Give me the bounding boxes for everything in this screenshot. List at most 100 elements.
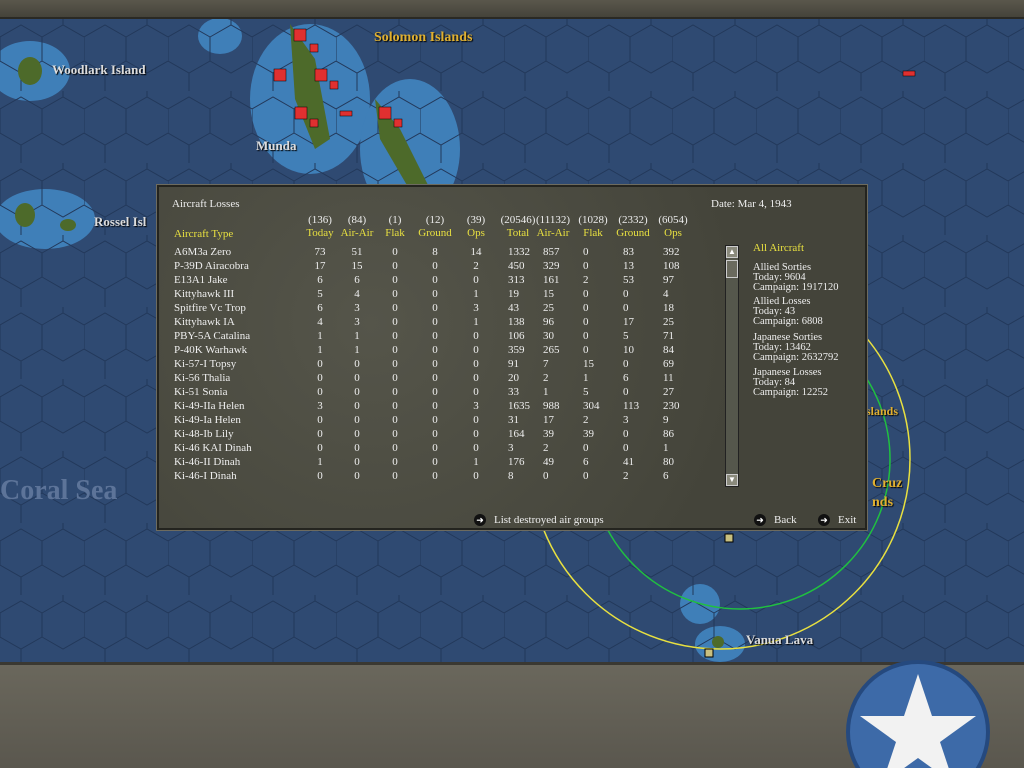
column-header[interactable]: Flak: [583, 227, 603, 239]
value-cell: 0: [354, 400, 360, 412]
list-destroyed-air-groups-button[interactable]: ➜ List destroyed air groups: [474, 514, 604, 526]
table-row[interactable]: Ki-48-Ib Lily 0 0 0 0 0 164 39 39 0 86: [159, 428, 719, 442]
value-cell: 8: [508, 470, 514, 482]
aircraft-losses-dialog: Aircraft Losses Date: Mar 4, 1943 Aircra…: [157, 185, 867, 530]
dialog-title: Aircraft Losses: [172, 198, 240, 210]
value-cell: 0: [392, 302, 398, 314]
value-cell: 0: [392, 274, 398, 286]
value-cell: 0: [392, 358, 398, 370]
value-cell: 0: [432, 470, 438, 482]
scroll-down-button[interactable]: ▼: [726, 474, 738, 486]
value-cell: 5: [623, 330, 629, 342]
table-row[interactable]: Kittyhawk IA 4 3 0 0 1 138 96 0 17 25: [159, 316, 719, 330]
value-cell: 0: [392, 456, 398, 468]
value-cell: 27: [663, 386, 674, 398]
value-cell: 1: [543, 386, 549, 398]
scrollbar[interactable]: ▲ ▼: [725, 245, 739, 487]
column-total: (39): [466, 214, 486, 226]
value-cell: 96: [543, 316, 554, 328]
scroll-up-button[interactable]: ▲: [726, 246, 738, 258]
value-cell: 0: [623, 386, 629, 398]
value-cell: 0: [432, 274, 438, 286]
value-cell: 313: [508, 274, 525, 286]
value-cell: 2: [583, 414, 589, 426]
value-cell: 0: [392, 330, 398, 342]
value-cell: 2: [543, 442, 549, 454]
exit-button[interactable]: ➜ Exit: [818, 514, 856, 526]
value-cell: 3: [354, 316, 360, 328]
date-label: Date: Mar 4, 1943: [711, 198, 792, 210]
value-cell: 15: [351, 260, 363, 272]
value-cell: 3: [354, 302, 360, 314]
table-row[interactable]: Ki-57-I Topsy 0 0 0 0 0 91 7 15 0 69: [159, 358, 719, 372]
value-cell: 1: [354, 330, 360, 342]
value-cell: 0: [473, 344, 479, 356]
table-row[interactable]: P-40K Warhawk 1 1 0 0 0 359 265 0 10 84: [159, 344, 719, 358]
map-label: Solomon Islands: [374, 30, 473, 45]
table-row[interactable]: P-39D Airacobra 17 15 0 0 2 450 329 0 13 108: [159, 260, 719, 274]
table-row[interactable]: Ki-46 KAI Dinah 0 0 0 0 0 3 2 0 0 1: [159, 442, 719, 456]
column-header[interactable]: Ground: [616, 227, 650, 239]
value-cell: 0: [583, 470, 589, 482]
column-header[interactable]: Flak: [385, 227, 405, 239]
value-cell: 5: [583, 386, 589, 398]
value-cell: 106: [508, 330, 525, 342]
table-row[interactable]: Ki-51 Sonia 0 0 0 0 0 33 1 5 0 27: [159, 386, 719, 400]
filter-all-aircraft[interactable]: All Aircraft: [753, 242, 805, 254]
back-button[interactable]: ➜ Back: [754, 514, 797, 526]
value-cell: 30: [543, 330, 554, 342]
value-cell: 0: [473, 428, 479, 440]
allied-base-icon[interactable]: [704, 648, 714, 658]
japanese-unit-icons[interactable]: [273, 28, 916, 128]
value-cell: 0: [354, 414, 360, 426]
value-cell: 0: [354, 372, 360, 384]
value-cell: 0: [473, 414, 479, 426]
aircraft-type-cell: Kittyhawk IA: [174, 316, 235, 328]
column-header[interactable]: Today: [306, 227, 334, 239]
value-cell: 359: [508, 344, 525, 356]
table-row[interactable]: Ki-56 Thalia 0 0 0 0 0 20 2 1 6 11: [159, 372, 719, 386]
table-row[interactable]: Ki-49-Ia Helen 0 0 0 0 0 31 17 2 3 9: [159, 414, 719, 428]
column-header[interactable]: Ops: [467, 227, 485, 239]
value-cell: 0: [583, 330, 589, 342]
column-header[interactable]: Total: [506, 227, 530, 239]
column-header[interactable]: Ground: [418, 227, 452, 239]
allied-star-emblem: [846, 660, 990, 768]
table-row[interactable]: Ki-46-II Dinah 1 0 0 0 1 176 49 6 41 80: [159, 456, 719, 470]
value-cell: 0: [432, 302, 438, 314]
value-cell: 0: [623, 428, 629, 440]
value-cell: 43: [508, 302, 519, 314]
table-row[interactable]: E13A1 Jake 6 6 0 0 0 313 161 2 53 97: [159, 274, 719, 288]
table-row[interactable]: Kittyhawk III 5 4 0 0 1 19 15 0 0 4: [159, 288, 719, 302]
value-cell: 0: [473, 442, 479, 454]
table-row[interactable]: A6M3a Zero 73 51 0 8 14 1332 857 0 83 392: [159, 246, 719, 260]
value-cell: 0: [583, 442, 589, 454]
value-cell: 0: [623, 358, 629, 370]
table-row[interactable]: PBY-5A Catalina 1 1 0 0 0 106 30 0 5 71: [159, 330, 719, 344]
column-header[interactable]: Air-Air: [340, 227, 374, 239]
aircraft-type-header[interactable]: Aircraft Type: [174, 228, 234, 240]
value-cell: 19: [508, 288, 519, 300]
aircraft-type-cell: Ki-49-IIa Helen: [174, 400, 245, 412]
value-cell: 91: [508, 358, 519, 370]
value-cell: 0: [317, 414, 323, 426]
scroll-thumb[interactable]: [726, 260, 738, 278]
table-row[interactable]: Ki-49-IIa Helen 3 0 0 0 3 1635 988 304 113 230: [159, 400, 719, 414]
value-cell: 3: [473, 400, 479, 412]
value-cell: 161: [543, 274, 560, 286]
value-cell: 0: [317, 470, 323, 482]
table-row[interactable]: Spitfire Vc Trop 6 3 0 0 3 43 25 0 0 18: [159, 302, 719, 316]
value-cell: 14: [470, 246, 482, 258]
value-cell: 0: [583, 302, 589, 314]
allied-base-icon[interactable]: [724, 533, 734, 543]
value-cell: 1: [317, 344, 323, 356]
value-cell: 0: [392, 414, 398, 426]
column-header[interactable]: Air-Air: [536, 227, 570, 239]
column-total: (1): [388, 214, 402, 226]
aircraft-type-cell: Kittyhawk III: [174, 288, 235, 300]
value-cell: 265: [543, 344, 560, 356]
table-row[interactable]: Ki-46-I Dinah 0 0 0 0 0 8 0 0 2 6: [159, 470, 719, 484]
value-cell: 1: [473, 316, 479, 328]
value-cell: 20: [508, 372, 519, 384]
column-header[interactable]: Ops: [664, 227, 682, 239]
